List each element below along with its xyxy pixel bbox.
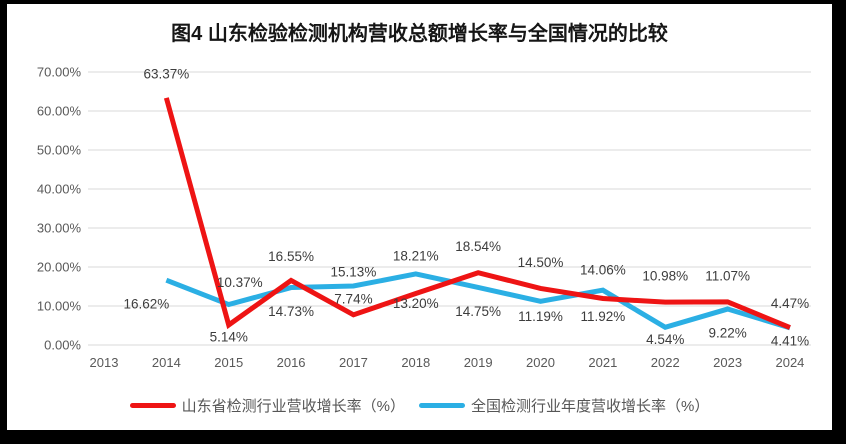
y-axis-tick-label: 30.00% (37, 221, 82, 236)
shandong-series-line[interactable] (163, 97, 791, 330)
legend-label-shandong: 山东省检测行业营收增长率（%） (181, 398, 405, 415)
x-axis-tick-label: 2016 (277, 355, 306, 370)
data-label-shandong-2022: 10.98% (642, 269, 688, 284)
data-label-shandong-2018: 13.20% (393, 296, 439, 311)
x-axis-tick-label: 2017 (339, 355, 368, 370)
x-axis-tick-label: 2015 (214, 355, 243, 370)
data-label-national-2020: 11.19% (518, 309, 563, 324)
legend-marker-shandong-line-icon (129, 403, 176, 408)
data-label-shandong-2019: 18.54% (455, 239, 501, 254)
legend-marker-national-line-icon (419, 403, 465, 408)
y-axis-tick-label: 10.00% (37, 299, 82, 314)
x-axis-tick-label: 2021 (588, 355, 617, 370)
data-label-shandong-2021: 11.92% (580, 309, 625, 324)
y-axis-tick-label: 70.00% (37, 65, 82, 80)
legend-label-national: 全国检测行业年度营收增长率（%） (471, 398, 710, 415)
data-label-national-2023: 9.22% (708, 326, 746, 341)
data-label-national-2014: 16.62% (123, 297, 169, 312)
data-label-national-2016: 14.73% (268, 304, 314, 319)
y-axis-tick-label: 60.00% (37, 104, 82, 119)
x-axis-tick-label: 2018 (401, 355, 430, 370)
y-axis-tick-label: 40.00% (37, 182, 82, 197)
data-label-national-2024: 4.41% (771, 333, 809, 348)
x-axis-tick-label: 2020 (526, 355, 555, 370)
legend-item-shandong[interactable]: 山东省检测行业营收增长率（%） (129, 395, 405, 416)
x-axis-tick-label: 2013 (90, 355, 119, 370)
y-axis-tick-label: 20.00% (37, 260, 82, 275)
chart-title: 图4 山东检验检测机构营收总额增长率与全国情况的比较 (171, 23, 668, 45)
chart-card: 图4 山东检验检测机构营收总额增长率与全国情况的比较 70.00% 60.00% 5… (7, 4, 832, 430)
y-axis-tick-label: 0.00% (44, 338, 81, 353)
x-axis-tick-label: 2024 (775, 355, 804, 370)
data-label-shandong-2016: 16.55% (268, 249, 314, 264)
data-label-national-2022: 4.54% (646, 332, 684, 347)
data-label-national-2018: 18.21% (393, 248, 439, 263)
data-label-shandong-2023: 11.07% (705, 268, 750, 283)
y-axis-tick-label: 50.00% (37, 143, 82, 158)
data-label-shandong-2015: 5.14% (210, 329, 248, 344)
data-label-national-2019: 14.75% (455, 304, 501, 319)
chart-plot-svg: 70.00% 60.00% 50.00% 40.00% 30.00% 20.00% 10.0… (37, 65, 811, 370)
data-label-national-2021: 14.06% (580, 263, 626, 278)
data-label-shandong-2024: 4.47% (771, 296, 809, 311)
legend-item-national[interactable]: 全国检测行业年度营收增长率（%） (419, 395, 709, 416)
data-label-shandong-2020: 14.50% (518, 255, 564, 270)
data-label-national-2017: 15.13% (331, 264, 377, 279)
x-axis-tick-label: 2019 (464, 355, 493, 370)
x-axis-tick-label: 2014 (152, 355, 181, 370)
x-axis-tick-label: 2023 (713, 355, 742, 370)
x-axis-tick-label: 2022 (651, 355, 680, 370)
data-label-shandong-2014: 63.37% (143, 66, 189, 81)
data-label-shandong-2017: 7.74% (334, 291, 372, 306)
data-label-national-2015: 10.37% (217, 275, 263, 290)
chart-legend: 山东省检测行业营收增长率（%） 全国检测行业年度营收增长率（%） (7, 395, 832, 416)
